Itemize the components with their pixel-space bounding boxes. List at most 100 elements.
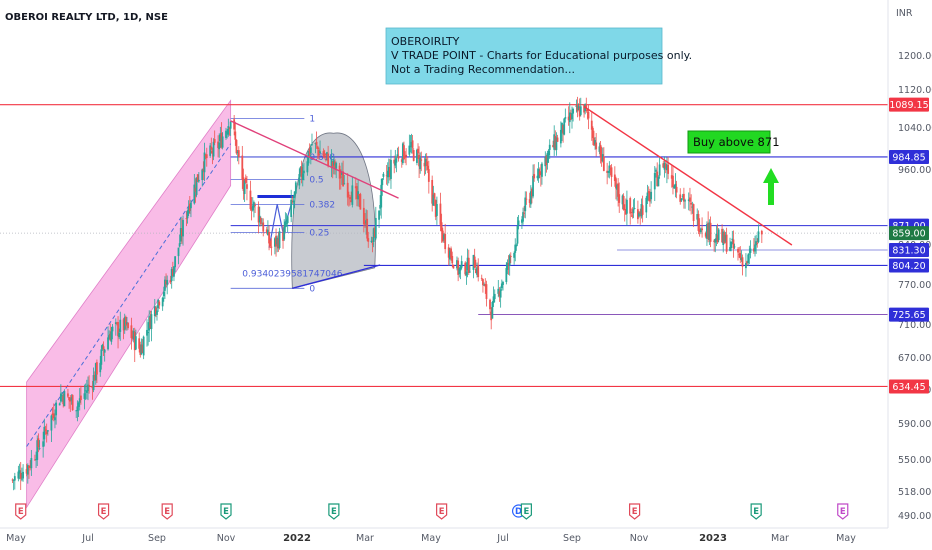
candle-body — [541, 163, 543, 177]
event-marker[interactable]: E — [520, 503, 532, 520]
candle-body — [733, 246, 736, 248]
earnings-icon[interactable] — [15, 503, 27, 520]
candle-body — [716, 235, 719, 243]
candle-body — [440, 222, 443, 232]
candle-body — [69, 398, 72, 402]
candle-body — [354, 186, 357, 189]
candle-body — [622, 195, 625, 210]
candle-body — [43, 426, 46, 440]
candle-body — [680, 198, 683, 201]
candle-body — [35, 459, 37, 461]
candle-body — [258, 215, 261, 223]
candle-body — [205, 154, 208, 159]
candle-body — [366, 218, 369, 239]
event-marker[interactable]: E — [750, 503, 762, 520]
candle-body — [195, 177, 198, 195]
candle-body — [465, 271, 468, 276]
candle-body — [157, 299, 160, 309]
event-letter: E — [632, 507, 638, 517]
candle-body — [568, 112, 571, 123]
candle-body — [544, 157, 547, 167]
candle-body — [528, 199, 531, 203]
candle-body — [217, 141, 219, 149]
earnings-icon[interactable] — [161, 503, 173, 520]
y-tick-label: 960.00 — [898, 165, 931, 176]
price-tag-label: 804.20 — [892, 261, 925, 272]
candle-body — [601, 154, 604, 162]
candle-body — [587, 112, 590, 119]
earnings-icon[interactable] — [328, 503, 340, 520]
candle-body — [621, 195, 624, 205]
candle-body — [78, 398, 81, 403]
candle-body — [339, 176, 342, 178]
candle-body — [111, 326, 114, 332]
candle-body — [378, 210, 380, 220]
candle-body — [609, 168, 612, 170]
candle-body — [220, 133, 223, 148]
candle-body — [385, 175, 388, 177]
candle-body — [674, 183, 677, 189]
candle-body — [670, 175, 673, 179]
candle-body — [721, 228, 723, 243]
event-marker[interactable]: E — [837, 503, 849, 520]
candle-body — [161, 297, 164, 307]
price-tag — [889, 226, 929, 241]
candle-body — [17, 471, 20, 479]
candle-body — [101, 344, 104, 349]
candle-body — [701, 228, 703, 231]
candle-body — [303, 170, 305, 174]
candle-body — [722, 231, 725, 245]
candle-body — [350, 200, 353, 203]
earnings-icon[interactable] — [520, 503, 532, 520]
y-tick-label: 770.00 — [898, 280, 931, 291]
candle-body — [740, 257, 743, 260]
candle-body — [387, 166, 390, 174]
candle-body — [278, 231, 281, 248]
candle-body — [293, 191, 296, 198]
event-marker[interactable]: E — [15, 503, 27, 520]
candle-body — [356, 186, 358, 199]
candle-body — [631, 215, 634, 217]
candle-body — [323, 155, 326, 157]
candle-body — [347, 194, 350, 196]
candle-body — [373, 227, 376, 237]
event-marker[interactable]: E — [328, 503, 340, 520]
candle-body — [598, 146, 601, 152]
event-marker[interactable]: E — [436, 503, 448, 520]
candle-body — [590, 120, 593, 130]
candle-body — [204, 155, 207, 157]
event-marker[interactable]: E — [161, 503, 173, 520]
candle-body — [747, 254, 750, 264]
earnings-icon[interactable] — [436, 503, 448, 520]
candle-body — [556, 137, 559, 142]
candle-body — [107, 337, 109, 350]
earnings-icon[interactable] — [97, 503, 110, 520]
candle-body — [299, 167, 302, 173]
candle-body — [45, 431, 48, 435]
candle-body — [102, 346, 105, 350]
event-marker[interactable]: E — [220, 503, 232, 520]
candle-body — [639, 211, 642, 214]
candle-body — [477, 265, 480, 278]
candle-body — [319, 151, 321, 154]
candle-body — [243, 180, 246, 195]
candle-body — [284, 221, 287, 228]
candle-body — [607, 171, 610, 173]
candle-body — [227, 126, 230, 135]
event-marker[interactable]: E — [97, 503, 110, 520]
candle-body — [555, 137, 558, 150]
uptrend-support-line — [292, 264, 381, 290]
candle-body — [741, 257, 744, 267]
event-marker[interactable]: E — [629, 503, 641, 520]
candle-body — [667, 164, 670, 174]
candle-body — [341, 171, 343, 176]
candle-body — [561, 122, 563, 133]
earnings-icon[interactable] — [220, 503, 232, 520]
earnings-icon[interactable] — [629, 503, 641, 520]
price-tag-label: 725.65 — [892, 310, 925, 321]
candle-body — [760, 230, 763, 235]
earnings-icon[interactable] — [837, 503, 849, 520]
candle-body — [752, 248, 755, 252]
earnings-icon[interactable] — [750, 503, 762, 520]
